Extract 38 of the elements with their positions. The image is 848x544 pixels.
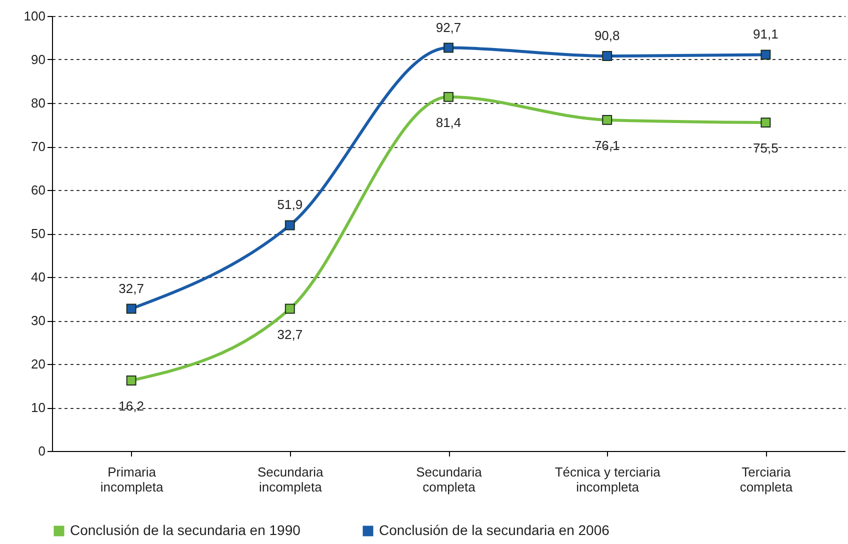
y-tick-label: 0 — [38, 444, 46, 458]
point — [602, 51, 612, 61]
point — [602, 114, 612, 125]
y-tick-label: 10 — [31, 400, 46, 415]
y-tick-label: 70 — [31, 139, 46, 154]
y-tick-label: 60 — [31, 182, 46, 198]
x-tick-label: Terciaria completa — [740, 464, 794, 494]
point — [126, 304, 136, 314]
data-label: 91,1 — [753, 26, 778, 42]
point — [284, 304, 295, 314]
data-label: 92,7 — [436, 20, 462, 35]
data-label: 90,8 — [594, 28, 620, 44]
data-label: 75,5 — [753, 140, 778, 156]
point — [760, 118, 771, 128]
data-label: 76,1 — [594, 138, 620, 153]
y-tick-label: 100 — [24, 8, 46, 24]
point — [284, 220, 295, 230]
point — [126, 376, 136, 386]
y-tick-label: 50 — [31, 226, 46, 241]
y-tick-label: 90 — [31, 52, 46, 67]
y-tick-label: 40 — [31, 270, 46, 284]
point — [444, 92, 454, 102]
x-tick-label: Técnica y terciaria incompleta — [554, 464, 662, 494]
x-tick-label: Secundaria incompleta — [258, 464, 324, 494]
data-label: 51,9 — [277, 197, 303, 212]
legend-label: Conclusión de la secundaria en 1990 — [70, 522, 301, 538]
point — [760, 50, 771, 60]
data-label: 16,2 — [118, 398, 144, 414]
data-label: 81,4 — [436, 114, 462, 130]
legend-label: Conclusión de la secundaria en 2006 — [379, 522, 610, 538]
y-tick-label: 80 — [31, 96, 46, 110]
y-tick-label: 30 — [31, 313, 46, 328]
data-label: 32,7 — [277, 326, 303, 342]
x-tick-label: Primaria incompleta — [100, 464, 164, 494]
x-tick-label: Secundaria completa — [416, 464, 483, 494]
y-tick-label: 20 — [31, 356, 46, 372]
point — [444, 42, 454, 53]
data-label: 32,7 — [118, 280, 144, 296]
